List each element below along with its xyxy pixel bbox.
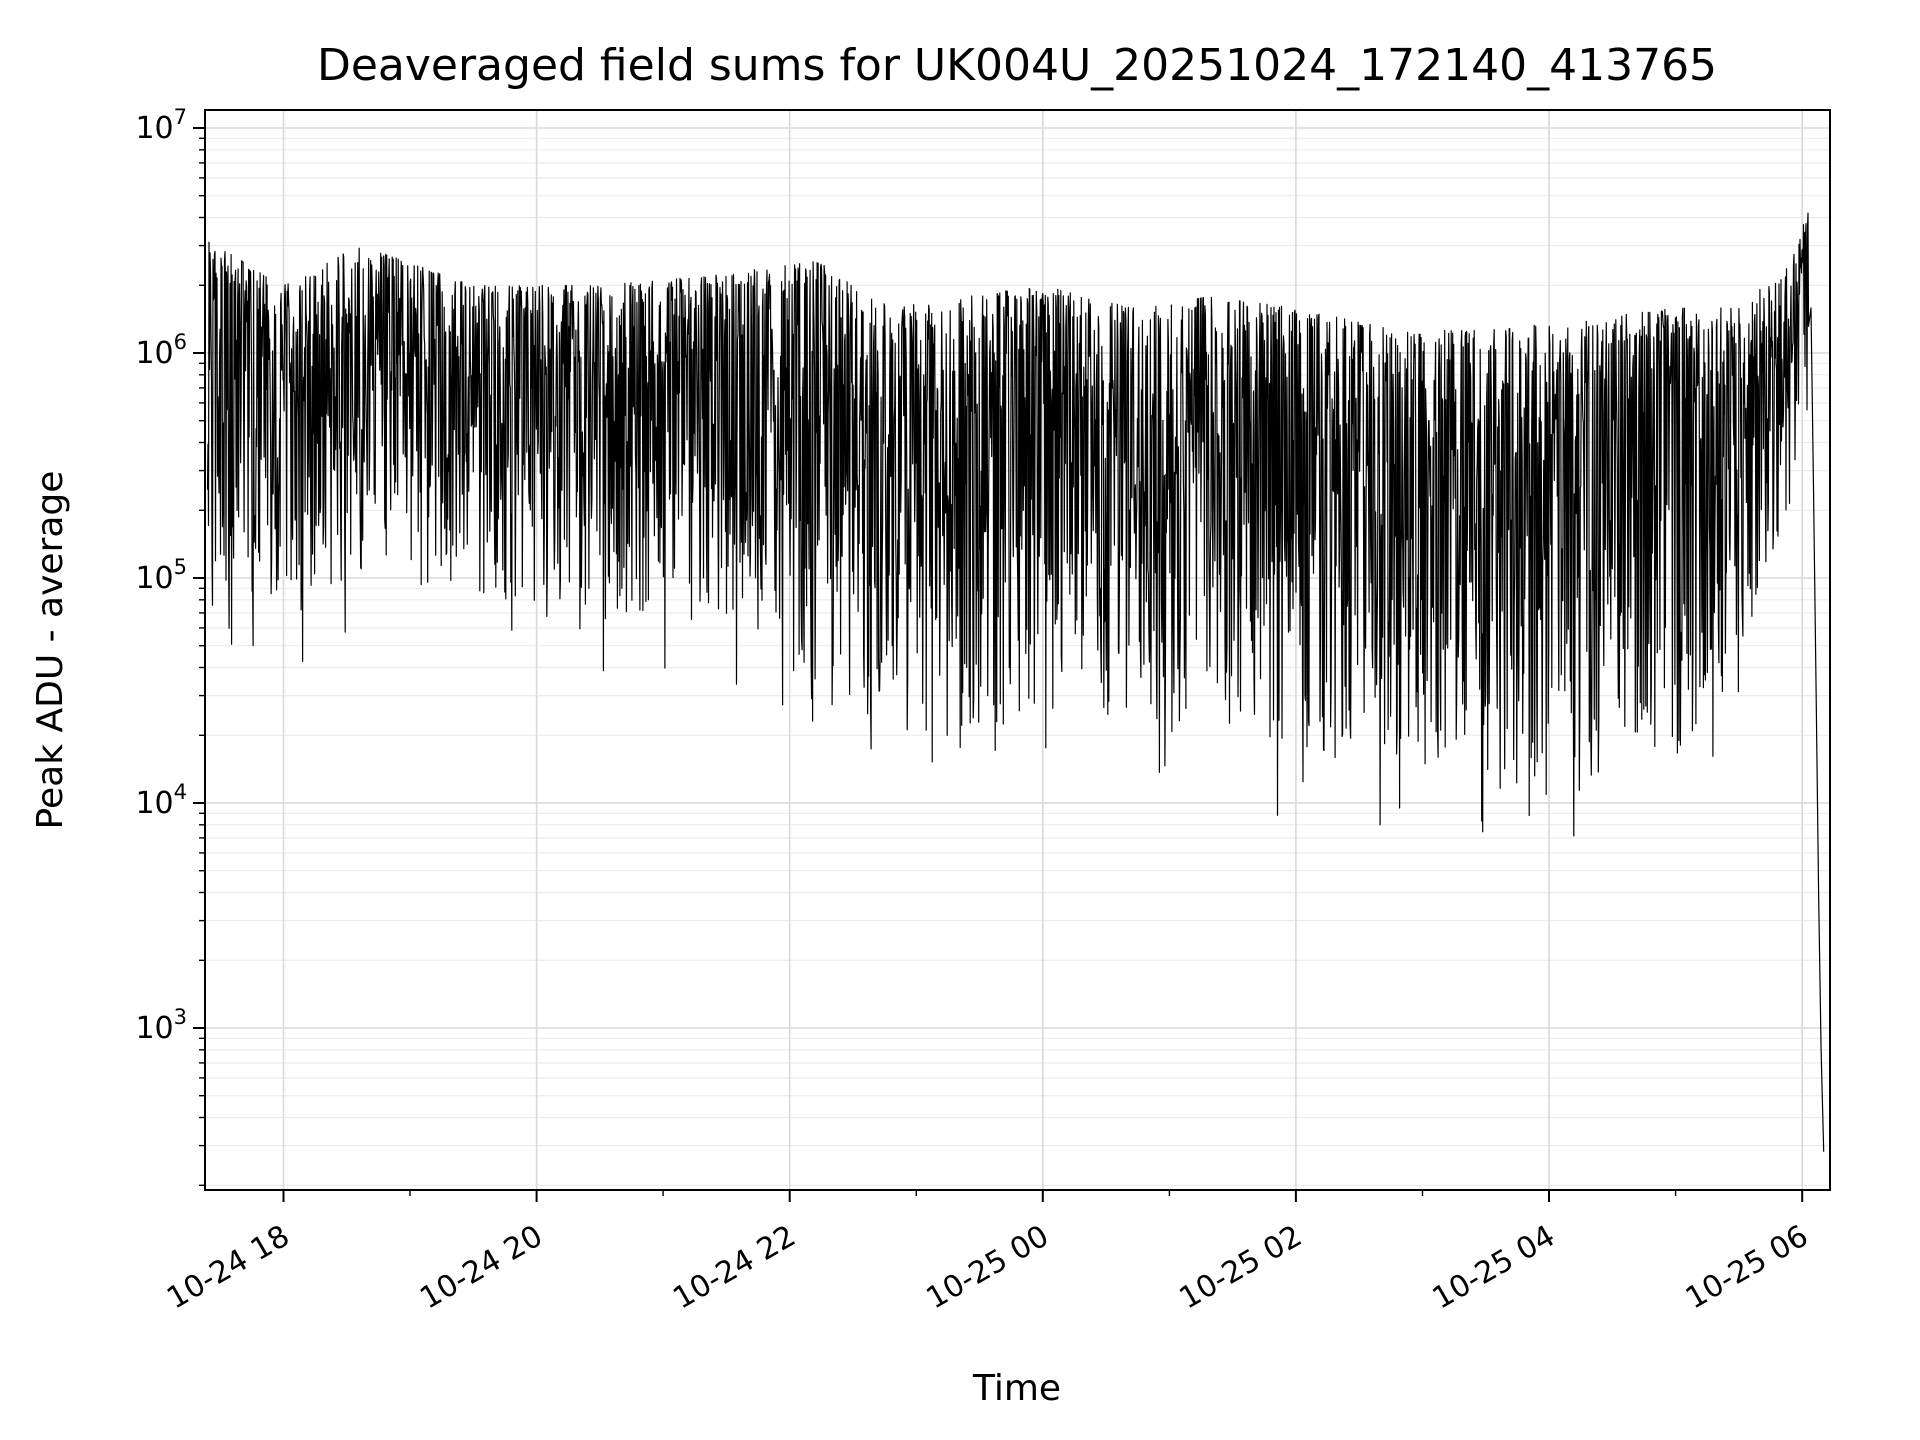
x-tick-label: 10-25 04 xyxy=(1427,1219,1561,1317)
chart-title: Deaveraged field sums for UK004U_2025102… xyxy=(317,40,1717,91)
x-tick-label: 10-25 00 xyxy=(920,1219,1054,1317)
x-tick-label: 10-25 02 xyxy=(1174,1219,1308,1317)
y-tick-label: 105 xyxy=(135,555,187,596)
x-tick-label: 10-25 06 xyxy=(1680,1219,1814,1317)
axes-spines xyxy=(204,109,1831,1191)
y-tick-label: 107 xyxy=(135,105,187,146)
y-tick-label: 104 xyxy=(135,780,187,821)
y-tick-label: 106 xyxy=(135,330,187,371)
data-layer xyxy=(206,212,1825,1152)
x-tick-label: 10-24 22 xyxy=(667,1219,801,1317)
x-axis-label: Time xyxy=(972,1368,1061,1409)
y-tick-label: 103 xyxy=(135,1005,187,1046)
y-axis-label: Peak ADU - average xyxy=(30,471,71,830)
data-series-line xyxy=(206,212,1825,1152)
x-tick-label: 10-24 20 xyxy=(414,1219,548,1317)
x-tick-label: 10-24 18 xyxy=(161,1219,295,1317)
